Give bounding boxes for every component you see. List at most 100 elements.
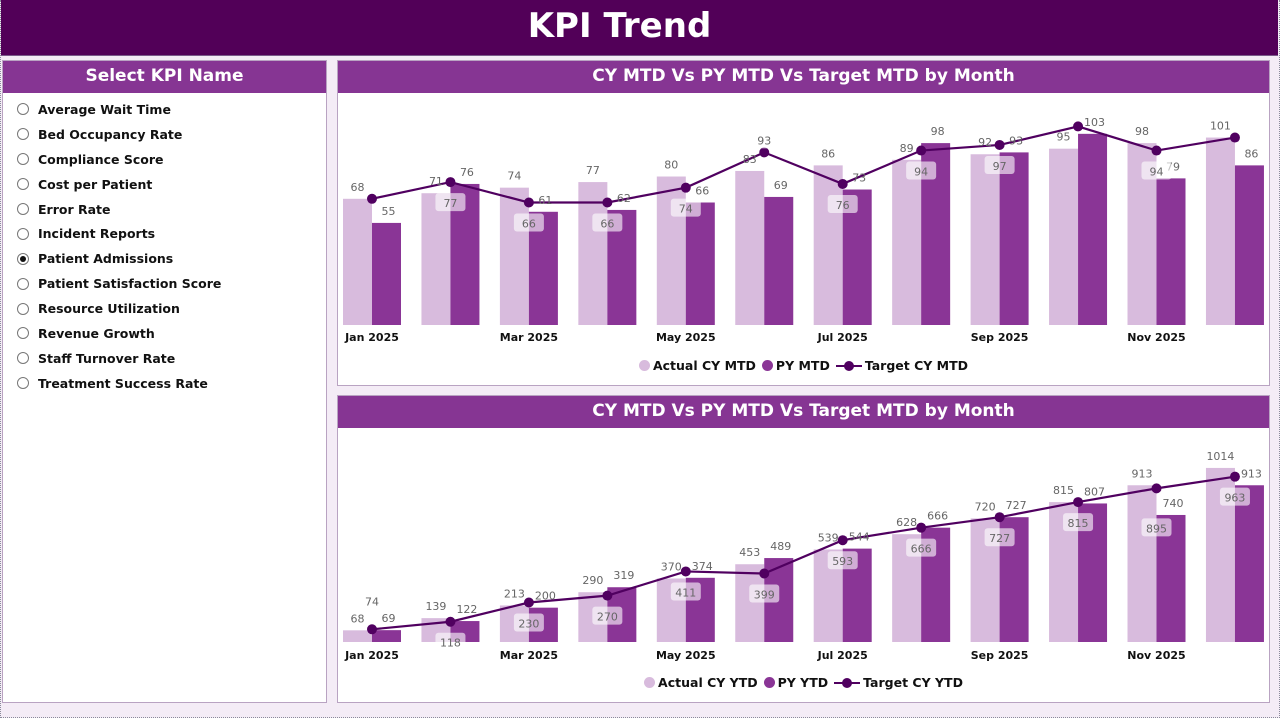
target-point[interactable] (1151, 145, 1162, 156)
target-value-label: 895 (1146, 522, 1167, 535)
target-point[interactable] (1229, 132, 1240, 143)
x-tick-label: Jan 2025 (344, 649, 399, 662)
actual-bar[interactable] (735, 564, 765, 642)
radio-icon[interactable] (17, 203, 29, 215)
legend-item[interactable]: PY YTD (763, 675, 829, 690)
radio-icon[interactable] (17, 103, 29, 116)
kpi-option[interactable]: Error Rate (17, 197, 326, 222)
target-point[interactable] (1073, 497, 1084, 508)
actual-bar[interactable] (1127, 485, 1157, 642)
target-point[interactable] (994, 512, 1005, 523)
target-point[interactable] (1073, 121, 1084, 132)
kpi-option[interactable]: Patient Admissions (17, 246, 326, 271)
radio-icon[interactable] (17, 178, 29, 191)
target-point[interactable] (759, 147, 770, 158)
py-value-label: 122 (456, 603, 477, 616)
target-point[interactable] (759, 568, 770, 579)
target-point[interactable] (680, 182, 691, 193)
target-point[interactable] (445, 177, 456, 188)
py-bar[interactable] (372, 630, 401, 642)
actual-bar[interactable] (1049, 148, 1079, 325)
radio-icon[interactable] (17, 153, 29, 166)
kpi-option[interactable]: Revenue Growth (17, 321, 326, 346)
target-label-box (670, 198, 701, 217)
target-point[interactable] (680, 566, 691, 577)
target-point[interactable] (1229, 471, 1240, 482)
target-point[interactable] (523, 597, 534, 608)
actual-bar[interactable] (421, 193, 451, 325)
kpi-option[interactable]: Treatment Success Rate (17, 371, 326, 396)
actual-value-label: 290 (582, 574, 603, 587)
target-label: 93 (749, 130, 780, 149)
kpi-option[interactable]: Patient Satisfaction Score (17, 271, 326, 296)
py-bar[interactable] (1234, 165, 1264, 325)
target-point[interactable] (1151, 483, 1162, 494)
py-bar[interactable] (764, 196, 794, 325)
target-value-label: 94 (914, 166, 928, 179)
x-tick-label: Mar 2025 (500, 649, 558, 662)
actual-bar[interactable] (578, 182, 608, 325)
kpi-option-label: Patient Admissions (38, 251, 174, 267)
target-label: 118 (435, 632, 466, 651)
kpi-option[interactable]: Average Wait Time (17, 97, 326, 122)
actual-bar[interactable] (735, 170, 765, 325)
py-value-label: 98 (931, 125, 945, 138)
legend-item[interactable]: PY MTD (761, 358, 830, 373)
target-line (371, 475, 1236, 631)
py-bar[interactable] (372, 222, 401, 325)
target-value-label: 76 (836, 199, 850, 212)
actual-bar[interactable] (343, 198, 372, 325)
py-bar[interactable] (1234, 485, 1264, 642)
target-point[interactable] (602, 590, 613, 601)
kpi-option[interactable]: Resource Utilization (17, 296, 326, 321)
actual-bar[interactable] (1205, 137, 1235, 325)
actual-bar[interactable] (343, 630, 372, 642)
target-point[interactable] (916, 522, 927, 533)
kpi-option[interactable]: Staff Turnover Rate (17, 346, 326, 371)
kpi-option[interactable]: Bed Occupancy Rate (17, 122, 326, 147)
py-value-label: 200 (535, 590, 556, 603)
actual-value-label: 80 (664, 159, 678, 172)
kpi-option[interactable]: Cost per Patient (17, 172, 326, 197)
target-point[interactable] (916, 145, 927, 156)
target-label-box (906, 538, 937, 557)
kpi-option-label: Resource Utilization (38, 301, 180, 317)
target-point[interactable] (837, 178, 848, 189)
kpi-option[interactable]: Compliance Score (17, 147, 326, 172)
target-point[interactable] (523, 197, 534, 208)
actual-bar[interactable] (499, 187, 529, 325)
actual-bar[interactable] (970, 154, 1000, 325)
legend-item[interactable]: Actual CY MTD (638, 358, 756, 373)
py-bar[interactable] (1156, 178, 1186, 325)
x-tick-label: Jul 2025 (817, 649, 868, 662)
py-bar[interactable] (685, 202, 715, 325)
radio-icon[interactable] (17, 377, 29, 390)
actual-bar[interactable] (813, 165, 843, 325)
legend-item[interactable]: Target CY MTD (835, 358, 968, 373)
radio-icon[interactable] (17, 128, 29, 141)
legend-label: PY YTD (777, 675, 829, 690)
target-point[interactable] (602, 197, 613, 208)
target-label: 66 (513, 213, 544, 232)
legend-item[interactable]: Target CY YTD (834, 675, 963, 690)
py-bar[interactable] (1078, 133, 1108, 325)
radio-icon[interactable] (17, 327, 29, 340)
x-tick-label: Mar 2025 (500, 331, 558, 344)
target-point[interactable] (367, 624, 377, 635)
radio-icon[interactable] (17, 352, 29, 365)
target-point[interactable] (837, 535, 848, 546)
actual-value-label: 101 (1210, 120, 1231, 133)
legend-item[interactable]: Actual CY YTD (644, 675, 758, 690)
target-point[interactable] (994, 139, 1005, 150)
target-point[interactable] (367, 193, 377, 204)
py-bar[interactable] (999, 152, 1029, 325)
mtd-chart-legend: Actual CY MTD PY MTD Target CY MTD (338, 358, 1269, 373)
radio-icon[interactable] (17, 227, 29, 240)
radio-icon[interactable] (17, 302, 29, 315)
actual-bar[interactable] (892, 159, 922, 325)
ytd-chart: 68 69 Jan 2025 139 122 213 200 Mar 2025 290 319 37… (343, 450, 1264, 662)
radio-icon[interactable] (17, 277, 29, 290)
target-point[interactable] (445, 616, 456, 627)
radio-selected-icon[interactable] (17, 252, 29, 265)
kpi-option[interactable]: Incident Reports (17, 221, 326, 246)
